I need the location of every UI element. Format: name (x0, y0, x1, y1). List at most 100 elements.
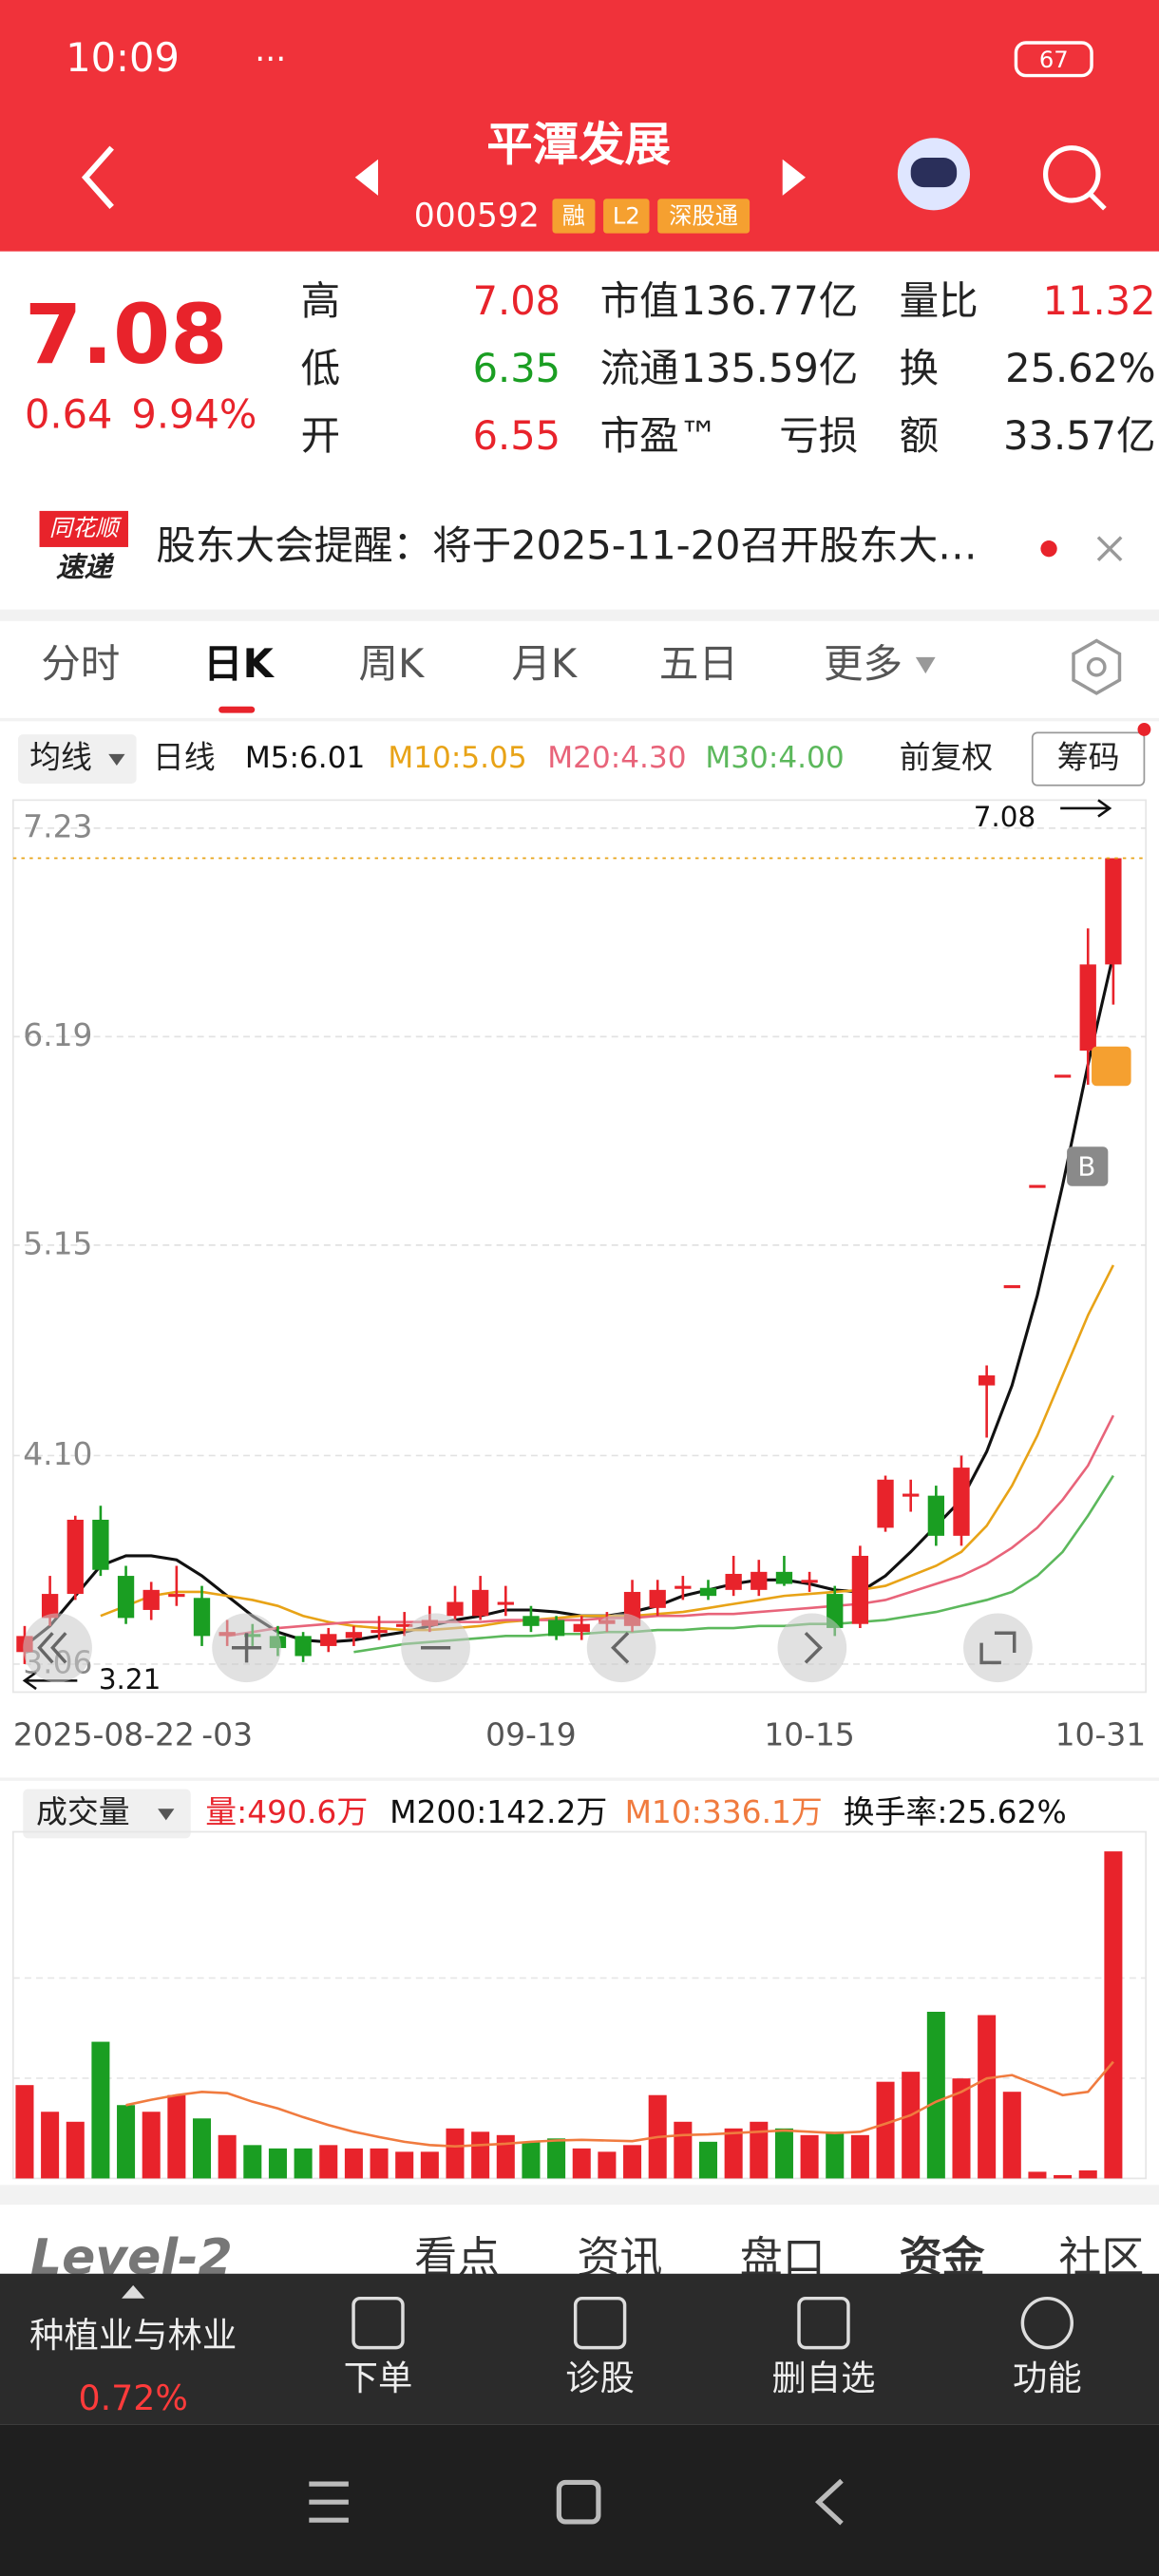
y-tick-label: 6.19 (23, 1016, 92, 1053)
legend-entry: M10:5.05 (388, 741, 526, 775)
action-icon[interactable] (797, 2296, 850, 2350)
prev-stock[interactable] (354, 159, 379, 196)
settings-icon[interactable] (1072, 638, 1122, 695)
chart-control[interactable] (963, 1613, 1033, 1683)
x-tick-label: -03 (201, 1716, 253, 1753)
volume-menu-bg[interactable] (23, 1789, 191, 1839)
chart-control[interactable] (23, 1613, 92, 1683)
stat-value: 136.77亿 (680, 277, 858, 324)
volume-bar (15, 2085, 34, 2179)
candle-body (801, 1580, 818, 1583)
stat-value: 亏损 (779, 412, 858, 459)
chips-button[interactable] (1031, 731, 1146, 786)
volume-legend: M200:142.2万 (390, 1793, 607, 1830)
x-tick-label: 10-15 (764, 1716, 855, 1753)
volume-bar (750, 2121, 769, 2179)
y-tick-label: 7.23 (23, 807, 92, 844)
nav-back[interactable] (814, 2478, 844, 2526)
nav-menu[interactable] (309, 2481, 349, 2523)
candle-body (547, 1619, 565, 1637)
action-label[interactable]: 下单 (344, 2358, 413, 2398)
candle-body (294, 1636, 312, 1657)
volume-bar (370, 2148, 389, 2179)
tab[interactable]: 日K (203, 640, 276, 687)
tab[interactable]: 更多 (824, 640, 902, 687)
high-label: 7.08 (974, 801, 1036, 833)
news-dot (1040, 540, 1057, 558)
volume-legend: M10:336.1万 (625, 1793, 823, 1830)
volume-bar (395, 2151, 414, 2179)
candle-body (446, 1601, 464, 1617)
volume-bar (978, 2015, 997, 2179)
volume-legend: 量:490.6万 (205, 1793, 368, 1830)
low-label: 3.21 (99, 1663, 162, 1695)
control-icon (232, 1633, 262, 1663)
tag: 深股通 (669, 202, 738, 229)
action-icon[interactable] (1020, 2296, 1074, 2350)
ma-menu-bg[interactable] (18, 734, 137, 785)
volume-ma-line (125, 2060, 1114, 2149)
volume-bar (876, 2081, 895, 2179)
tab[interactable]: 分时 (41, 640, 120, 687)
sector-name[interactable]: 种植业与林业 (29, 2315, 237, 2356)
battery-level: 67 (1039, 47, 1069, 73)
stat-label: 额 (900, 412, 940, 459)
stat-value: 6.55 (473, 412, 560, 459)
volume-bar (471, 2131, 490, 2179)
candle-body (117, 1576, 135, 1619)
volume-bar (142, 2112, 161, 2179)
adjust[interactable]: 前复权 (900, 739, 994, 776)
tab[interactable]: 月K (511, 640, 579, 687)
chips-dot (1137, 723, 1151, 736)
tab-caret (915, 656, 936, 674)
candle-body (41, 1594, 59, 1619)
stock-name: 平潭发展 (486, 119, 671, 172)
volume-bar (446, 2128, 465, 2179)
volume-bar (1002, 2092, 1021, 2179)
volume-bar (724, 2128, 743, 2179)
settings-hole (1086, 656, 1107, 677)
volume-bar (91, 2041, 110, 2179)
status-time: 10:09 (66, 34, 180, 81)
candle-body (522, 1616, 540, 1626)
next-stock[interactable] (782, 159, 806, 196)
sector-arrow (122, 2284, 145, 2299)
candle-body (573, 1623, 590, 1633)
candle-body (750, 1571, 768, 1590)
stat-label: 市盈™ (600, 412, 719, 459)
y-tick-label: 5.15 (23, 1224, 92, 1261)
candle-body (851, 1555, 869, 1624)
chart-control[interactable] (586, 1613, 656, 1683)
volume-bar (952, 2078, 971, 2179)
candle-body (396, 1623, 413, 1627)
back-button[interactable] (81, 145, 114, 209)
ma-line (353, 1474, 1114, 1654)
volume-bar (117, 2105, 136, 2179)
news-badge-top: 同花顺 (49, 515, 122, 541)
news-text[interactable]: 股东大会提醒：将于2025-11-20召开股东大… (156, 522, 977, 569)
buy-label: B (1077, 1151, 1095, 1183)
candle-body (877, 1479, 894, 1528)
action-icon[interactable] (573, 2296, 627, 2350)
volume-bar (698, 2141, 718, 2179)
candle-body (193, 1598, 211, 1637)
tag: 融 (562, 202, 585, 229)
news-close[interactable] (1096, 536, 1123, 562)
action-label[interactable]: 删自选 (771, 2358, 875, 2398)
action-label[interactable]: 诊股 (565, 2358, 635, 2398)
volume-bar (1104, 1851, 1123, 2179)
search-icon[interactable] (1043, 145, 1101, 203)
action-label[interactable]: 功能 (1013, 2358, 1082, 2398)
action-icon[interactable] (352, 2296, 405, 2350)
tag-bg (603, 199, 650, 234)
nav-home[interactable] (556, 2479, 601, 2525)
chart-control[interactable] (777, 1613, 847, 1683)
search-handle (1088, 192, 1107, 211)
tab[interactable]: 五日 (659, 640, 738, 687)
stock-code: 000592 (414, 197, 540, 235)
caret (158, 1809, 175, 1821)
tab[interactable]: 周K (358, 640, 426, 687)
legend-entry: M20:4.30 (547, 741, 686, 775)
